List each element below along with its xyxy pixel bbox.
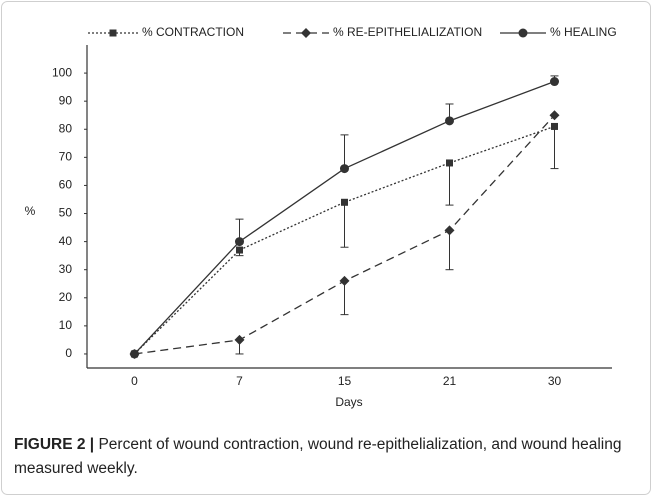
marker: [234, 334, 245, 345]
y-axis-label: %: [25, 204, 36, 218]
x-tick-label: 0: [131, 374, 138, 388]
marker: [130, 349, 139, 359]
series-line: [134, 125, 555, 355]
marker: [340, 164, 349, 174]
y-tick-label: 50: [59, 206, 73, 220]
y-tick-label: 100: [52, 65, 72, 79]
y-tick-label: 60: [59, 178, 73, 192]
y-tick-label: 90: [59, 93, 73, 107]
y-tick-label: 70: [59, 150, 73, 164]
legend-label: % CONTRACTION: [142, 25, 244, 39]
marker: [235, 237, 244, 247]
marker: [339, 275, 350, 286]
legend-label: % HEALING: [550, 25, 617, 39]
marker: [444, 225, 455, 236]
x-tick-label: 30: [548, 374, 562, 388]
y-tick-label: 10: [59, 318, 73, 332]
marker: [341, 198, 348, 206]
marker: [551, 122, 558, 130]
marker: [550, 77, 559, 87]
marker: [445, 116, 454, 126]
marker: [549, 110, 560, 121]
marker: [236, 246, 243, 254]
caption: FIGURE 2 | Percent of wound contraction,…: [14, 433, 634, 481]
legend-marker: [301, 28, 311, 38]
legend-marker: [518, 28, 528, 38]
caption-text: Percent of wound contraction, wound re-e…: [14, 436, 622, 477]
caption-label: FIGURE 2 |: [14, 436, 95, 453]
x-tick-label: 21: [443, 374, 457, 388]
y-tick-label: 30: [59, 262, 73, 276]
x-axis-label: Days: [335, 395, 362, 409]
y-tick-label: 80: [59, 121, 73, 135]
x-tick-label: 7: [236, 374, 243, 388]
legend-marker: [109, 29, 117, 37]
marker: [446, 159, 453, 167]
y-tick-label: 0: [65, 346, 72, 360]
legend-label: % RE-EPITHELIALIZATION: [333, 25, 482, 39]
y-tick-label: 40: [59, 234, 73, 248]
x-tick-label: 15: [338, 374, 352, 388]
y-tick-label: 20: [59, 290, 73, 304]
